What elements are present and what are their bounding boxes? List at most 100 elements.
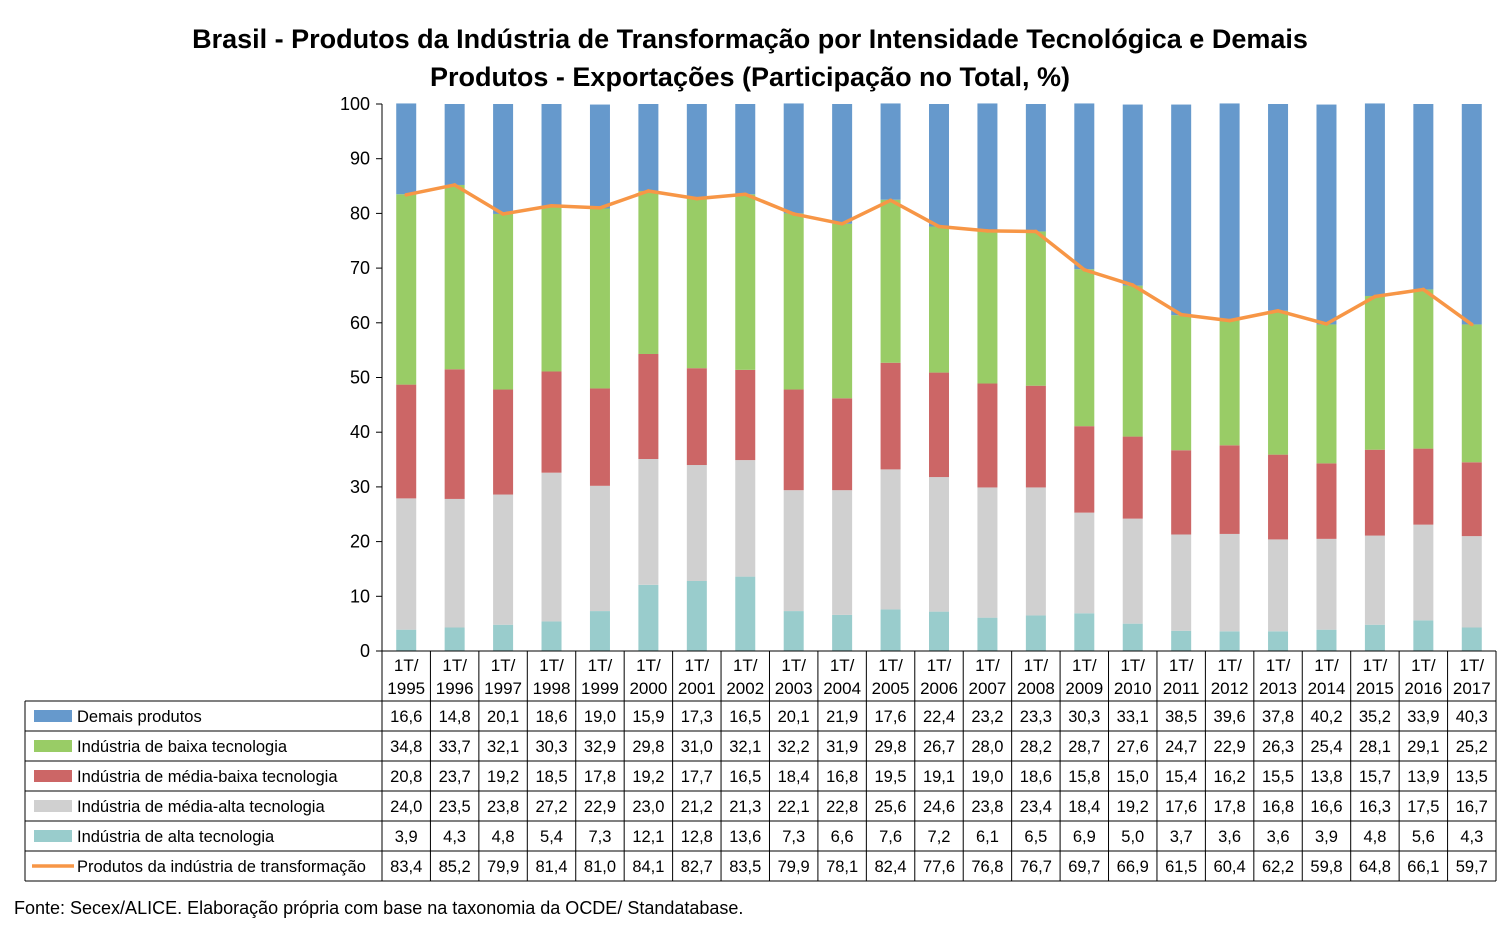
category-label: 1T/ [927, 656, 952, 675]
bar-ind-stria-de-baixa-tecnologia-2016 [1413, 289, 1434, 449]
bar-demais-produtos-2014 [1316, 104, 1337, 325]
category-label: 1999 [581, 679, 619, 698]
category-label: 1T/ [1411, 656, 1436, 675]
category-label: 2013 [1259, 679, 1297, 698]
table-cell: 33,1 [1117, 708, 1149, 726]
bar-ind-stria-de-m-dia-alta-tecnologia-2011 [1171, 534, 1192, 631]
category-label: 1T/ [442, 656, 467, 675]
table-cell: 83,5 [729, 858, 761, 876]
bar-demais-produtos-2011 [1171, 104, 1192, 316]
category-label: 2016 [1404, 679, 1442, 698]
y-tick-label: 60 [350, 313, 370, 333]
table-cell: 28,1 [1359, 738, 1391, 756]
bar-ind-stria-de-baixa-tecnologia-2004 [832, 223, 853, 399]
bar-ind-stria-de-m-dia-baixa-tecnologia-2000 [638, 353, 659, 459]
bar-ind-stria-de-m-dia-alta-tecnologia-2001 [686, 465, 707, 581]
table-cell: 79,9 [778, 858, 810, 876]
source-note: Fonte: Secex/ALICE. Elaboração própria c… [14, 898, 744, 918]
table-cell: 37,8 [1262, 708, 1294, 726]
category-label: 1T/ [781, 656, 806, 675]
table-cell: 12,8 [681, 828, 713, 846]
table-cell: 18,4 [1068, 798, 1100, 816]
category-label: 2001 [678, 679, 716, 698]
line-point [1179, 312, 1183, 317]
bar-ind-stria-de-alta-tecnologia-2012 [1219, 631, 1240, 651]
table-cell: 17,8 [584, 768, 616, 786]
y-tick-label: 10 [350, 586, 370, 606]
category-label: 2017 [1453, 679, 1491, 698]
table-cell: 26,7 [923, 738, 955, 756]
bar-ind-stria-de-alta-tecnologia-2015 [1364, 624, 1385, 651]
table-cell: 3,7 [1170, 828, 1193, 846]
table-cell: 82,4 [875, 858, 907, 876]
table-cell: 13,8 [1310, 768, 1342, 786]
table-cell: 79,9 [487, 858, 519, 876]
y-tick-label: 40 [350, 422, 370, 442]
category-label: 1T/ [975, 656, 1000, 675]
category-label: 1T/ [830, 656, 855, 675]
table-cell: 18,6 [535, 708, 567, 726]
category-label: 1998 [533, 679, 571, 698]
y-tick-label: 0 [360, 641, 370, 661]
bar-ind-stria-de-m-dia-baixa-tecnologia-2010 [1122, 436, 1143, 519]
table-cell: 16,3 [1359, 798, 1391, 816]
table-cell: 4,3 [1460, 828, 1483, 846]
table-cell: 59,7 [1456, 858, 1488, 876]
bar-demais-produtos-2000 [638, 104, 659, 191]
bar-ind-stria-de-m-dia-alta-tecnologia-1998 [541, 472, 562, 622]
bar-ind-stria-de-m-dia-baixa-tecnologia-2001 [686, 368, 707, 466]
bar-ind-stria-de-m-dia-alta-tecnologia-2007 [977, 487, 998, 618]
bar-ind-stria-de-m-dia-alta-tecnologia-2002 [735, 460, 756, 577]
bar-demais-produtos-2002 [735, 104, 756, 195]
bar-ind-stria-de-baixa-tecnologia-1997 [493, 213, 514, 390]
table-cell: 76,8 [971, 858, 1003, 876]
bar-ind-stria-de-baixa-tecnologia-1998 [541, 205, 562, 372]
table-cell: 40,2 [1310, 708, 1342, 726]
bar-demais-produtos-2004 [832, 104, 853, 224]
category-label: 2015 [1356, 679, 1394, 698]
bar-demais-produtos-1996 [444, 104, 465, 185]
bar-ind-stria-de-m-dia-baixa-tecnologia-2013 [1268, 454, 1289, 540]
bar-ind-stria-de-m-dia-alta-tecnologia-2005 [880, 469, 901, 610]
category-label: 1T/ [636, 656, 661, 675]
bar-ind-stria-de-m-dia-baixa-tecnologia-1995 [396, 384, 417, 499]
table-cell: 16,5 [729, 768, 761, 786]
bar-ind-stria-de-alta-tecnologia-2002 [735, 576, 756, 651]
table-cell: 23,5 [439, 798, 471, 816]
table-cell: 20,8 [390, 768, 422, 786]
bar-ind-stria-de-alta-tecnologia-2017 [1461, 627, 1482, 651]
bar-ind-stria-de-m-dia-baixa-tecnologia-2009 [1074, 426, 1095, 513]
table-cell: 33,9 [1407, 708, 1439, 726]
table-cell: 20,1 [487, 708, 519, 726]
category-label: 1T/ [1217, 656, 1242, 675]
category-label: 2005 [872, 679, 910, 698]
legend-label-ind-stria-de-baixa-tecnologia: Indústria de baixa tecnologia [77, 738, 288, 756]
line-point [743, 192, 748, 197]
table-cell: 29,8 [632, 738, 664, 756]
table-cell: 16,2 [1214, 768, 1246, 786]
bar-ind-stria-de-baixa-tecnologia-2008 [1025, 231, 1046, 386]
category-label: 1T/ [1024, 656, 1049, 675]
bar-demais-produtos-2015 [1364, 103, 1385, 296]
bar-demais-produtos-1997 [493, 104, 514, 214]
bar-ind-stria-de-baixa-tecnologia-1996 [444, 184, 465, 370]
table-cell: 23,2 [971, 708, 1003, 726]
category-label: 1995 [387, 679, 425, 698]
table-cell: 17,6 [875, 708, 907, 726]
table-cell: 15,9 [632, 708, 664, 726]
category-label: 1T/ [1363, 656, 1388, 675]
table-cell: 76,7 [1020, 858, 1052, 876]
table-cell: 82,7 [681, 858, 713, 876]
bar-ind-stria-de-m-dia-alta-tecnologia-2013 [1268, 539, 1289, 632]
table-cell: 22,8 [826, 798, 858, 816]
category-label: 1996 [436, 679, 474, 698]
table-cell: 7,3 [782, 828, 805, 846]
line-point [1373, 294, 1377, 299]
table-cell: 20,1 [778, 708, 810, 726]
bar-demais-produtos-2006 [929, 104, 949, 227]
table-cell: 19,5 [875, 768, 907, 786]
category-label: 1T/ [878, 656, 903, 675]
bar-ind-stria-de-m-dia-alta-tecnologia-2014 [1316, 538, 1337, 630]
table-cell: 3,9 [395, 828, 418, 846]
bar-demais-produtos-2003 [783, 103, 804, 214]
